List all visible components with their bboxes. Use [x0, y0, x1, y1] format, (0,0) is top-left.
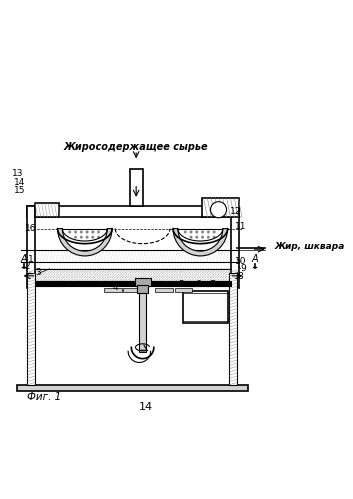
Text: 14: 14: [14, 178, 26, 187]
Circle shape: [97, 236, 100, 239]
Bar: [134, 278, 151, 286]
Circle shape: [86, 236, 88, 239]
Text: 12: 12: [230, 207, 241, 216]
Bar: [155, 288, 173, 292]
Circle shape: [201, 231, 204, 234]
Text: 16: 16: [24, 224, 36, 233]
Text: Жир, шквара: Жир, шквара: [274, 242, 345, 251]
Circle shape: [80, 236, 83, 239]
Text: 9: 9: [241, 264, 246, 273]
Circle shape: [196, 236, 198, 239]
Circle shape: [190, 236, 192, 239]
Bar: [35, 280, 231, 286]
Text: 5: 5: [178, 280, 184, 289]
Bar: [104, 288, 122, 292]
Circle shape: [68, 231, 71, 234]
Bar: [27, 206, 239, 218]
Text: 1: 1: [28, 255, 34, 264]
Bar: [139, 286, 146, 352]
Circle shape: [210, 202, 227, 218]
Bar: [123, 288, 141, 292]
Bar: [17, 385, 249, 391]
Bar: [27, 206, 35, 288]
Bar: [202, 198, 239, 218]
Circle shape: [74, 236, 77, 239]
Circle shape: [86, 231, 88, 234]
Text: 8: 8: [238, 272, 243, 281]
Circle shape: [80, 231, 83, 234]
Bar: [130, 169, 143, 206]
Text: 4: 4: [113, 282, 118, 291]
Circle shape: [201, 236, 204, 239]
Circle shape: [184, 231, 186, 234]
Circle shape: [196, 231, 198, 234]
Wedge shape: [173, 229, 228, 256]
Circle shape: [190, 231, 192, 234]
Bar: [175, 288, 192, 292]
Circle shape: [91, 231, 94, 234]
Bar: [231, 206, 239, 288]
Text: Жиросодержащее сырье: Жиросодержащее сырье: [64, 142, 209, 152]
Circle shape: [91, 236, 94, 239]
Text: Фиг. 1: Фиг. 1: [27, 392, 61, 402]
Text: 3: 3: [35, 268, 41, 277]
Text: A: A: [252, 254, 258, 264]
Text: 13: 13: [12, 169, 24, 178]
Circle shape: [97, 231, 100, 234]
Text: 6: 6: [195, 280, 201, 289]
Text: 10: 10: [235, 257, 246, 266]
Bar: [183, 291, 228, 323]
Circle shape: [207, 231, 210, 234]
Text: A: A: [20, 254, 27, 264]
Text: 2: 2: [24, 262, 30, 271]
Text: 11: 11: [235, 222, 246, 231]
Circle shape: [213, 236, 215, 239]
Wedge shape: [58, 229, 112, 256]
Circle shape: [213, 231, 215, 234]
Bar: [35, 203, 59, 218]
Circle shape: [74, 231, 77, 234]
Bar: [27, 272, 35, 385]
Text: 7: 7: [210, 280, 215, 289]
Bar: [229, 272, 237, 385]
Text: 15: 15: [14, 186, 26, 195]
Bar: [137, 285, 148, 293]
Text: 14: 14: [139, 402, 153, 412]
Circle shape: [207, 236, 210, 239]
